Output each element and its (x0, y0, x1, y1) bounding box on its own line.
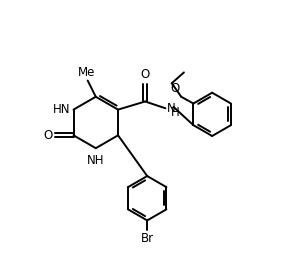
Text: HN: HN (53, 103, 70, 116)
Text: Me: Me (78, 66, 95, 79)
Text: NH: NH (87, 154, 105, 167)
Text: N: N (167, 102, 175, 115)
Text: H: H (171, 106, 180, 119)
Text: O: O (171, 82, 180, 95)
Text: Br: Br (141, 232, 154, 245)
Text: O: O (140, 68, 150, 81)
Text: O: O (43, 129, 53, 142)
